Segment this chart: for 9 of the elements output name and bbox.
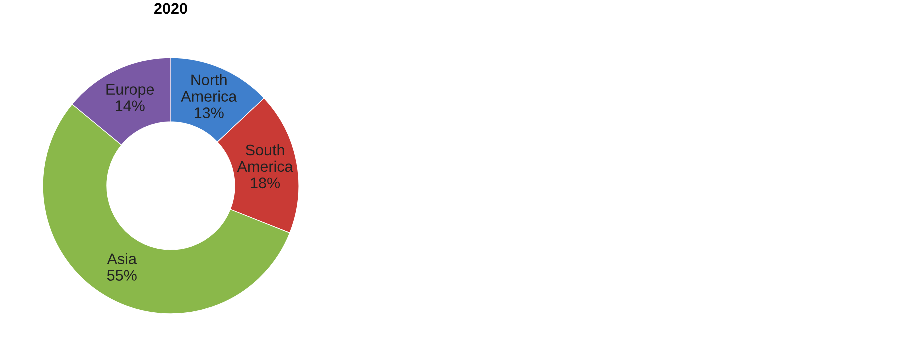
- data-label: 14%: [116, 100, 145, 112]
- slice-label: South America: [237, 144, 294, 172]
- chart-title: 2020: [154, 3, 188, 14]
- slice-label: North America: [181, 74, 238, 102]
- data-label: 55%: [107, 270, 137, 281]
- data-label: 13%: [195, 108, 224, 118]
- slice-label: Europe: [106, 84, 154, 98]
- slice-label: Asia: [107, 253, 137, 265]
- data-label: 18%: [251, 178, 280, 189]
